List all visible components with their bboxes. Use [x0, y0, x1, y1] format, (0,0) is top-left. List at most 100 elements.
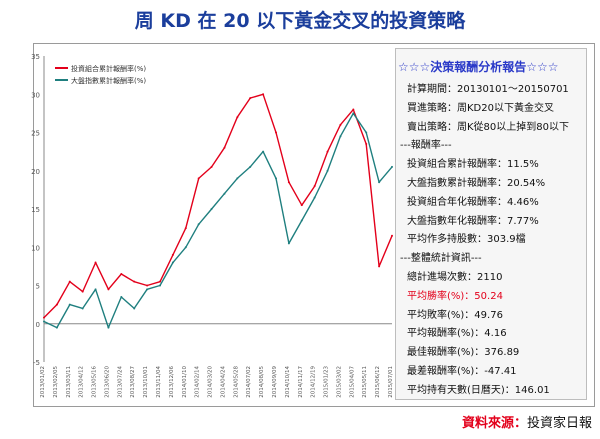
- y-tick-label: -5: [33, 359, 40, 367]
- x-tick-label: 2014/02/14: [195, 366, 201, 398]
- series-point-0: [365, 142, 368, 145]
- legend-label-1: 大盤指數累計報酬率(%): [71, 76, 146, 85]
- series-point-1: [236, 177, 239, 180]
- series-point-0: [210, 165, 213, 168]
- x-tick-label: 2014/01/10: [182, 366, 188, 398]
- panel-row: 大盤指數年化報酬率：7.77%: [407, 215, 539, 227]
- series-point-0: [197, 177, 200, 180]
- panel-header: ☆☆☆決策報酬分析報告☆☆☆: [398, 60, 559, 74]
- x-tick-label: 2015/06/12: [375, 366, 381, 398]
- series-point-1: [81, 307, 84, 310]
- series-point-1: [223, 192, 226, 195]
- panel-row: 平均勝率(%)：50.24: [407, 290, 503, 302]
- series-point-1: [287, 242, 290, 245]
- x-tick-label: 2015/07/01: [388, 366, 394, 398]
- series-point-1: [326, 169, 329, 172]
- panel-row: ---整體統計資訊---: [400, 253, 482, 265]
- series-point-1: [120, 295, 123, 298]
- series-point-0: [287, 181, 290, 184]
- series-point-1: [249, 165, 252, 168]
- series-point-1: [313, 196, 316, 199]
- series-point-0: [352, 108, 355, 111]
- x-tick-label: 2013/06/20: [104, 366, 110, 398]
- x-tick-label: 2013/10/01: [143, 366, 149, 398]
- y-tick-label: 25: [31, 130, 40, 138]
- x-tick-label: 2014/12/19: [311, 366, 317, 398]
- y-tick-label: 15: [31, 206, 40, 214]
- x-tick-label: 2013/01/02: [40, 366, 46, 398]
- x-tick-label: 2013/05/16: [92, 366, 98, 398]
- panel-row: 平均敗率(%)：49.76: [407, 309, 503, 321]
- panel-row: 買進策略：周KD20以下黃金交叉: [407, 102, 554, 114]
- series-point-1: [159, 284, 161, 287]
- series-point-1: [300, 219, 303, 222]
- series-point-0: [249, 97, 252, 100]
- series-point-0: [378, 265, 381, 268]
- x-tick-label: 2013/07/24: [117, 366, 123, 398]
- series-point-0: [275, 131, 277, 134]
- x-tick-label: 2014/05/28: [233, 366, 239, 398]
- report-panel: [395, 48, 587, 400]
- x-tick-label: 2014/09/09: [272, 366, 278, 398]
- panel-row: 平均持有天數(日曆天)：146.01: [407, 384, 550, 396]
- x-tick-label: 2015/05/11: [362, 366, 368, 398]
- legend-label-0: 投資組合累計報酬率(%): [71, 64, 146, 73]
- panel-row: 總計進場次數：2110: [407, 272, 503, 283]
- series-point-1: [275, 177, 277, 180]
- x-tick-label: 2013/03/11: [66, 366, 72, 398]
- series-point-0: [55, 303, 58, 306]
- panel-row: 投資組合年化報酬率：4.46%: [407, 196, 539, 208]
- series-point-1: [133, 307, 136, 310]
- series-point-1: [210, 208, 213, 210]
- panel-row: 大盤指數累計報酬率：20.54%: [407, 178, 546, 189]
- x-tick-label: 2015/01/23: [324, 366, 330, 398]
- panel-row: 投資組合累計報酬率：11.5%: [407, 159, 539, 171]
- panel-row: 平均報酬率(%)：4.16: [407, 328, 507, 340]
- y-tick-label: 0: [36, 321, 40, 329]
- x-tick-label: 2014/04/24: [220, 366, 226, 398]
- page-title: 周 KD 在 20 以下黃金交叉的投資策略: [134, 10, 466, 32]
- x-tick-label: 2015/04/07: [349, 366, 355, 398]
- series-point-1: [391, 165, 393, 168]
- series-point-1: [55, 326, 58, 329]
- series-point-0: [236, 116, 239, 119]
- series-point-0: [326, 150, 329, 153]
- series-point-0: [391, 234, 393, 237]
- panel-row: 平均作多持股數：303.9檔: [407, 234, 526, 246]
- series-line-0: [43, 93, 393, 319]
- series-point-1: [146, 288, 149, 291]
- x-tick-label: 2014/11/17: [298, 366, 304, 398]
- series-point-1: [197, 223, 200, 226]
- series-point-0: [146, 284, 149, 287]
- series-point-0: [94, 261, 97, 264]
- series-point-1: [94, 288, 97, 291]
- source-note: 資料來源：投資家日報: [462, 412, 592, 431]
- x-tick-label: 2014/10/14: [285, 366, 291, 398]
- panel-row: 計算期間：20130101～20150701: [407, 84, 569, 95]
- series-point-0: [81, 290, 84, 293]
- y-tick-label: 30: [31, 91, 40, 99]
- series-point-0: [133, 280, 136, 283]
- panel-row: 最佳報酬率(%)：376.89: [407, 347, 520, 359]
- panel-row: 最差報酬率(%)：-47.41: [407, 366, 517, 377]
- x-tick-label: 2013/11/04: [156, 366, 162, 398]
- panel-row: 賣出策略：周K從80以上掉到80以下: [407, 121, 570, 133]
- x-tick-label: 2013/12/06: [169, 366, 175, 398]
- x-tick-label: 2013/02/05: [53, 366, 59, 398]
- series-point-0: [300, 204, 303, 207]
- series-point-0: [171, 253, 174, 256]
- series-point-1: [107, 326, 110, 329]
- series-point-1: [68, 303, 71, 306]
- panel-row: ---報酬率---: [400, 140, 452, 152]
- series-point-0: [43, 316, 45, 319]
- series-point-1: [352, 112, 355, 115]
- x-tick-label: 2015/03/02: [336, 366, 342, 398]
- series-point-0: [184, 227, 187, 230]
- y-tick-label: 10: [31, 244, 40, 252]
- x-tick-label: 2013/08/27: [130, 366, 136, 398]
- x-tick-label: 2014/08/05: [259, 366, 265, 398]
- series-point-0: [159, 280, 161, 283]
- series-point-0: [223, 146, 226, 149]
- x-tick-label: 2014/03/20: [208, 366, 214, 398]
